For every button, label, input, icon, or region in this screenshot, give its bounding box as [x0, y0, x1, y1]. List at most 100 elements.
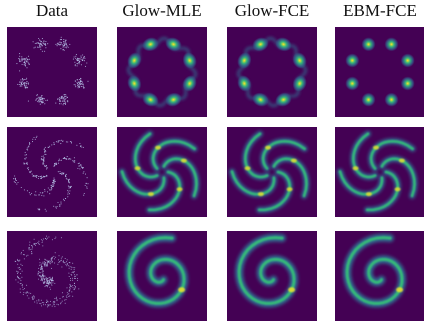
sample-point	[80, 84, 82, 86]
sample-point	[53, 304, 55, 306]
sample-point	[66, 263, 68, 265]
sample-point	[68, 296, 70, 297]
sample-point	[22, 284, 23, 286]
sample-point	[25, 292, 27, 294]
sample-point	[32, 296, 34, 298]
sample-point	[36, 175, 38, 177]
sample-point	[44, 237, 46, 239]
sample-point	[84, 184, 86, 186]
sample-point	[59, 205, 61, 207]
sample-point	[54, 300, 56, 302]
sample-point	[20, 283, 22, 285]
sample-point	[80, 58, 82, 60]
sample-point	[39, 96, 41, 98]
sample-point	[40, 279, 42, 281]
sample-point	[57, 97, 59, 100]
density-arm-core	[365, 170, 400, 212]
sample-point	[27, 100, 29, 102]
sample-point	[42, 97, 44, 99]
sample-point	[63, 99, 65, 101]
sample-point	[42, 278, 43, 280]
sample-point	[40, 272, 42, 274]
sample-point	[32, 246, 34, 248]
sample-point	[52, 282, 54, 284]
sample-point	[40, 43, 42, 45]
sample-point	[44, 275, 46, 277]
sample-point	[30, 170, 32, 172]
sample-point	[19, 283, 21, 285]
sample-point	[17, 267, 19, 269]
sample-point	[43, 275, 45, 277]
sample-point	[20, 263, 22, 265]
sample-point	[55, 297, 57, 299]
sample-point	[85, 183, 87, 185]
sample-point	[20, 273, 22, 275]
density-spiral-core	[237, 236, 296, 305]
sample-point	[83, 171, 85, 173]
sample-point	[40, 239, 42, 241]
sample-point	[14, 175, 16, 177]
sample-point	[45, 44, 47, 46]
sample-point	[65, 264, 67, 266]
sample-point	[42, 238, 44, 240]
sample-point	[22, 254, 24, 256]
sample-point	[60, 260, 62, 262]
sample-point	[35, 175, 37, 178]
sample-point	[52, 302, 54, 304]
sample-point	[63, 157, 65, 160]
sample-point	[42, 176, 44, 179]
sample-point	[46, 235, 47, 237]
sample-point	[51, 267, 52, 269]
sample-point	[53, 205, 55, 207]
density-mode	[142, 92, 159, 107]
sample-point	[37, 101, 39, 103]
sample-point	[42, 162, 44, 164]
sample-point	[51, 258, 53, 259]
sample-point	[49, 263, 51, 265]
sample-point	[19, 55, 21, 57]
density-ridge	[237, 37, 307, 107]
sample-point	[62, 44, 64, 46]
sample-point	[51, 279, 53, 281]
sample-point	[55, 141, 57, 143]
sample-point	[45, 281, 47, 283]
sample-point	[40, 267, 42, 269]
sample-point	[57, 141, 59, 143]
density-peak	[352, 166, 359, 171]
panel-pinwheel-data	[7, 127, 97, 217]
sample-point	[54, 162, 56, 165]
sample-point	[55, 236, 57, 238]
density-peak	[290, 158, 297, 163]
sample-point	[43, 158, 45, 160]
sample-point	[19, 259, 21, 261]
sample-point	[28, 142, 31, 144]
sample-point	[75, 57, 77, 59]
sample-point	[61, 292, 63, 294]
sample-point	[76, 59, 79, 62]
density-mode	[384, 92, 399, 107]
sample-point	[59, 204, 61, 206]
sample-point	[20, 251, 22, 253]
sample-point	[73, 288, 75, 290]
sample-point	[68, 181, 70, 183]
sample-point	[44, 153, 46, 155]
sample-point	[37, 97, 39, 99]
sample-point	[61, 173, 63, 176]
sample-point	[60, 159, 62, 161]
sample-point	[25, 292, 27, 293]
sample-point	[45, 302, 47, 303]
sample-point	[77, 84, 79, 86]
sample-point	[33, 136, 35, 139]
sample-point	[41, 241, 43, 243]
sample-point	[53, 165, 55, 167]
density-mode	[237, 75, 252, 92]
sample-point	[25, 157, 27, 159]
density-mode	[361, 37, 376, 52]
sample-point	[19, 58, 21, 60]
sample-point	[28, 244, 30, 246]
sample-point	[55, 206, 57, 208]
sample-point	[66, 292, 68, 294]
density-mode	[182, 75, 197, 92]
sample-point	[61, 259, 62, 261]
sample-point	[42, 240, 44, 242]
